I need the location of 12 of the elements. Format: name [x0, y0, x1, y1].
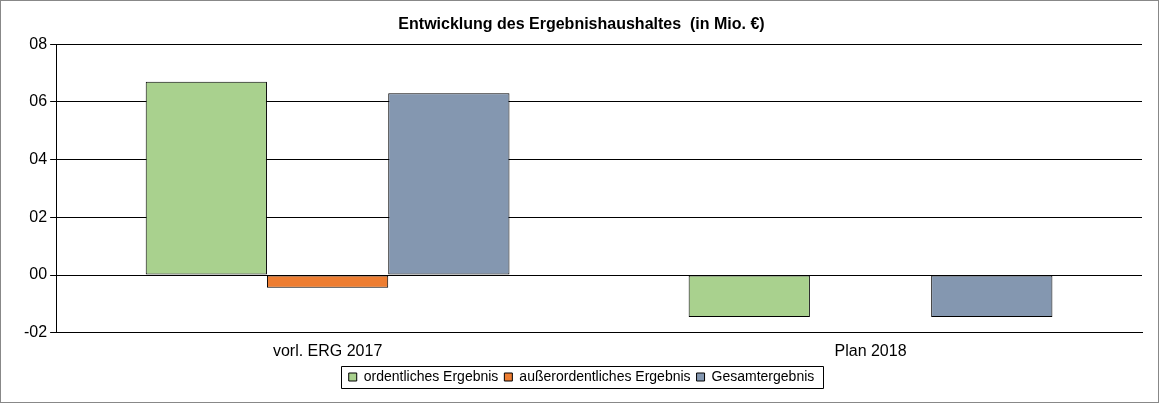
y-tick-label: 04: [29, 150, 48, 168]
x-tick-label: Plan 2018: [834, 341, 907, 359]
legend-label: Gesamtergebnis: [711, 367, 815, 384]
y-tick-label: 06: [29, 92, 48, 110]
y-tick-label: 00: [29, 265, 48, 283]
y-tick-label: 02: [29, 207, 48, 225]
x-tick-label: vorl. ERG 2017: [272, 341, 383, 359]
legend-label: außerordentliches Ergebnis: [519, 367, 691, 384]
y-tick-label: 08: [29, 34, 48, 52]
legend-label: ordentliches Ergebnis: [363, 367, 499, 384]
chart-title: Entwicklung des Ergebnishaushaltes (in Mio. €): [398, 15, 765, 33]
y-tick-label: -02: [24, 323, 48, 341]
